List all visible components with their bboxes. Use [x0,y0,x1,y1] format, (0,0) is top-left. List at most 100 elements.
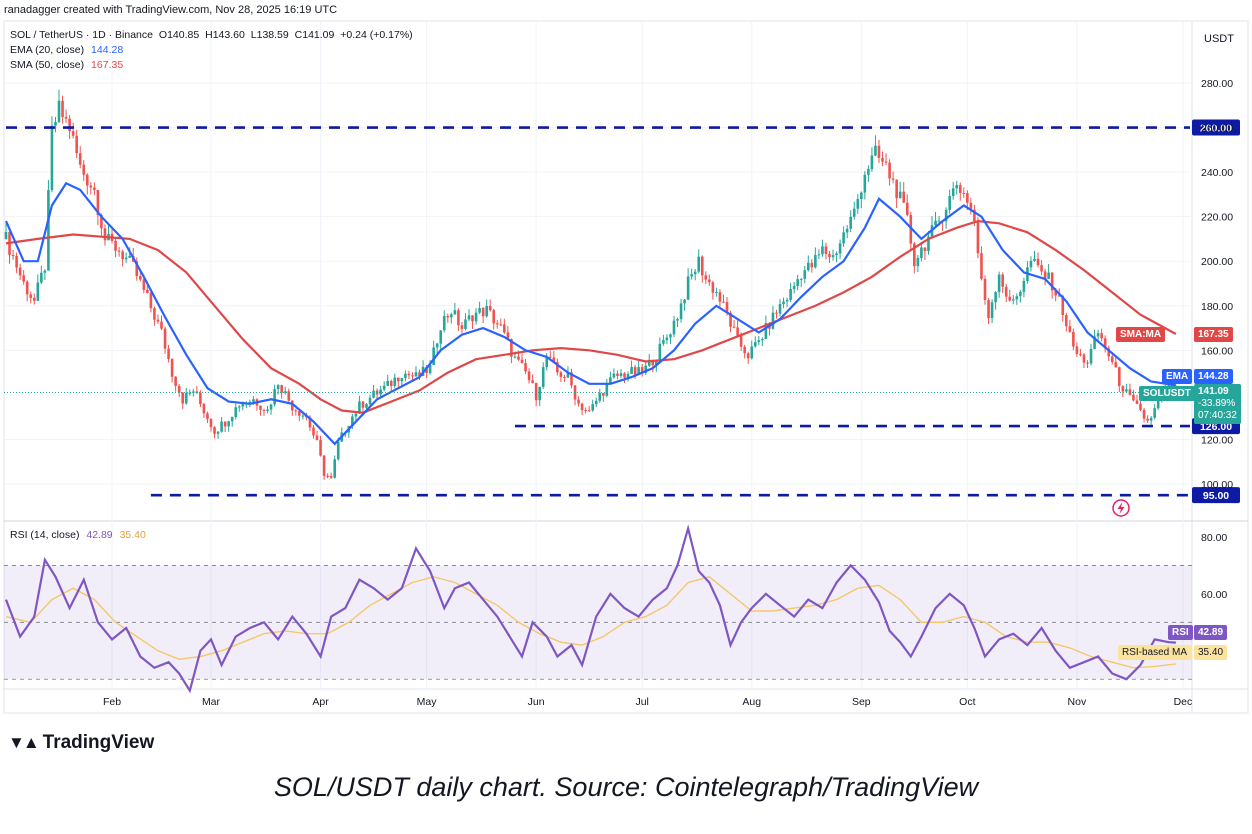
candle-body [591,404,594,411]
candle-body [690,274,693,277]
price-tick-label: 280.00 [1201,78,1233,90]
low-label: L [250,29,257,41]
candle-body [1029,260,1033,268]
candle-body [633,367,637,375]
candle-body [598,392,602,401]
candle-body [322,455,326,476]
rsi-legend-label: RSI (14, close) [10,529,80,541]
sma-tag-value: 167.35 [1198,329,1229,340]
candle-body [457,310,460,326]
candle-body [545,356,549,368]
candle-body [867,169,870,175]
candlestick-series [4,89,1178,480]
currency-label[interactable]: USDT [1204,33,1234,45]
candle-body [1072,331,1075,347]
candle-body [213,427,216,434]
candle-body [672,320,676,335]
lightning-icon[interactable] [1112,499,1130,517]
tradingview-logo[interactable]: ▼▲ TradingView [8,732,154,754]
candle-body [64,117,68,119]
symbol-legend[interactable]: SOL / TetherUS · 1D · Binance O140.85 H1… [10,28,413,42]
candle-body [181,392,185,404]
candle-body [18,267,22,276]
candle-body [464,319,467,329]
candle-body [266,409,269,411]
candle-body [902,191,906,203]
candle-body [50,125,54,191]
candle-body [821,246,824,255]
candle-body [852,208,856,217]
candle-body [294,410,298,412]
candle-body [541,367,545,388]
candle-body [85,174,89,186]
candle-body [715,292,718,294]
candle-body [951,188,955,197]
candle-body [1156,400,1160,409]
candle-body [1064,314,1068,327]
candle-body [89,185,93,188]
rsi-band [4,565,1192,680]
candle-body [379,389,382,395]
candle-body [976,221,980,254]
candle-body [948,196,951,210]
candle-body [259,405,262,410]
open-value: 140.85 [167,29,200,41]
candle-body [326,475,329,477]
price-tag-change: -33.89% [1198,398,1236,409]
candle-body [114,240,117,251]
time-axis[interactable]: Feb Mar Apr May Jun Jul Aug Sep Oct Nov Dec [103,696,1192,708]
candle-body [273,389,276,405]
candle-body [792,286,796,289]
candle-body [711,282,715,293]
sma-legend[interactable]: SMA (50, close) 167.35 [10,58,123,72]
candle-body [290,400,294,411]
rsi-line [4,524,1176,694]
candle-body [602,392,605,396]
candle-body [1082,354,1086,363]
candle-body [958,185,962,193]
time-tick-label: Sep [852,696,871,708]
candle-body [1103,338,1107,349]
candle-body [407,373,411,376]
candle-body [400,378,404,382]
time-tick-label: Oct [959,696,975,708]
candle-body [849,216,853,229]
price-tick-label: 120.00 [1201,434,1233,446]
high-label: H [205,29,213,41]
candle-body [68,118,71,132]
candle-body [778,304,782,314]
candle-body [386,380,390,386]
candle-body [223,421,227,427]
candle-body [1135,400,1139,404]
candle-body [1132,394,1135,401]
candle-body [828,253,831,258]
candle-body [478,308,481,313]
candle-body [78,153,82,165]
time-tick-label: Apr [312,696,329,708]
candle-body [803,270,807,279]
candle-body [124,257,128,260]
candle-body [831,255,835,258]
candle-body [626,373,630,378]
candle-body [446,316,450,318]
candle-body [587,410,591,412]
candle-body [980,253,983,279]
time-tick-label: Feb [103,696,121,708]
candle-body [393,377,397,386]
candle-body [146,289,149,293]
candle-body [156,319,160,322]
rsi-ma-axis-value: 35.40 [1194,645,1228,660]
candle-body [934,220,937,226]
candle-body [1068,326,1072,332]
candle-body [315,435,319,440]
candle-body [209,419,213,428]
candle-body [139,276,142,280]
ema-legend[interactable]: EMA (20, close) 144.28 [10,43,123,57]
candle-body [93,187,96,191]
rsi-legend[interactable]: RSI (14, close) 42.89 35.40 [10,528,146,542]
low-value: 138.59 [256,29,289,41]
price-tick-label: 200.00 [1201,256,1233,268]
candle-body [662,340,665,344]
candle-body [1075,346,1079,354]
